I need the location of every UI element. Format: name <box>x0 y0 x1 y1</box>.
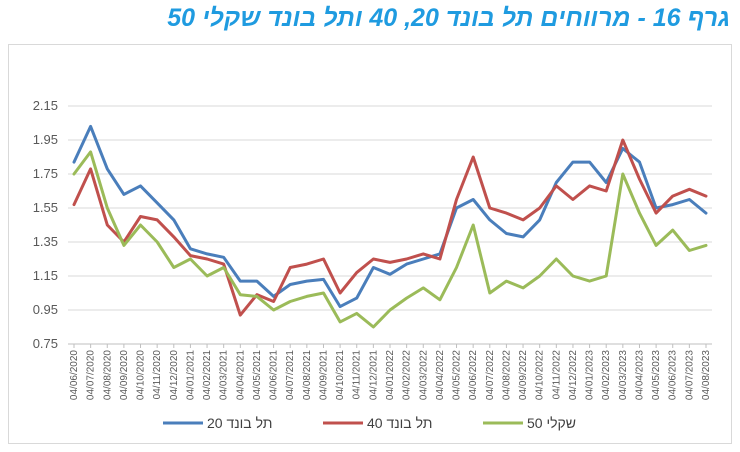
x-tick-label: 04/08/2022 <box>501 350 512 400</box>
y-tick-label: 1.75 <box>33 166 58 181</box>
x-axis: 04/06/2020 04/07/2020 04/08/2020 04/09/2020… <box>69 344 712 400</box>
x-tick-label: 04/08/2020 <box>102 350 113 400</box>
x-tick-label: 04/03/2023 <box>618 350 629 400</box>
x-tick-label: 04/02/2023 <box>601 350 612 400</box>
chart-title: גרף 16 - מרווחים תל בונד 20, 40 ותל בונד… <box>167 4 730 32</box>
x-tick-label: 04/06/2022 <box>468 350 479 400</box>
legend: תל בונד 20 תל בונד 40 שקלי 50 <box>163 415 576 431</box>
x-tick-label: 04/05/2021 <box>252 350 263 400</box>
legend-label-1: תל בונד 20 <box>207 415 272 431</box>
x-tick-label: 04/07/2022 <box>485 350 496 400</box>
y-tick-label: 1.35 <box>33 234 58 249</box>
series-line-2 <box>72 138 708 317</box>
y-tick-label: 1.55 <box>33 200 58 215</box>
x-tick-label: 04/11/2022 <box>551 350 562 400</box>
series-line-3 <box>72 150 708 329</box>
x-tick-label: 04/12/2021 <box>368 350 379 400</box>
x-tick-label: 04/07/2021 <box>285 350 296 400</box>
x-tick-label: 04/01/2021 <box>185 350 196 400</box>
y-tick-label: 1.15 <box>33 268 58 283</box>
x-tick-label: 04/05/2022 <box>452 350 463 400</box>
x-tick-label: 04/02/2022 <box>402 350 413 400</box>
x-tick-label: 04/03/2021 <box>219 350 230 400</box>
y-axis: 0.75 0.95 1.15 1.35 1.55 1.75 1.95 2.15 <box>33 98 58 351</box>
series-lines <box>72 124 708 329</box>
x-tick-label: 04/09/2021 <box>318 350 329 400</box>
x-tick-label: 04/10/2020 <box>136 350 147 400</box>
legend-label-3: שקלי 50 <box>527 415 576 431</box>
x-tick-label: 04/09/2020 <box>119 350 130 400</box>
x-tick-label: 04/01/2022 <box>385 350 396 400</box>
legend-label-2: תל בונד 40 <box>367 415 432 431</box>
y-tick-label: 0.75 <box>33 336 58 351</box>
x-tick-label: 04/06/2023 <box>668 350 679 400</box>
x-tick-label: 04/04/2021 <box>235 350 246 400</box>
x-tick-label: 04/03/2022 <box>418 350 429 400</box>
x-tick-label: 04/05/2023 <box>651 350 662 400</box>
x-tick-label: 04/07/2023 <box>684 350 695 400</box>
x-tick-label: 04/08/2023 <box>701 350 712 400</box>
x-tick-label: 04/09/2022 <box>518 350 529 400</box>
x-tick-label: 04/10/2021 <box>335 350 346 400</box>
x-tick-label: 04/11/2020 <box>152 350 163 400</box>
x-tick-label: 04/04/2023 <box>634 350 645 400</box>
x-tick-label: 04/04/2022 <box>435 350 446 400</box>
x-tick-label: 04/12/2020 <box>169 350 180 400</box>
x-tick-label: 04/07/2020 <box>86 350 97 400</box>
y-tick-label: 1.95 <box>33 132 58 147</box>
x-tick-label: 04/06/2021 <box>269 350 280 400</box>
x-tick-label: 04/11/2021 <box>352 350 363 400</box>
x-tick-label: 04/06/2020 <box>69 350 80 400</box>
chart-frame <box>8 44 732 444</box>
x-tick-label: 04/02/2021 <box>202 350 213 400</box>
x-tick-label: 04/08/2021 <box>302 350 313 400</box>
y-tick-label: 2.15 <box>33 98 58 113</box>
x-tick-label: 04/10/2022 <box>535 350 546 400</box>
x-tick-label: 04/12/2022 <box>568 350 579 400</box>
x-tick-label: 04/01/2023 <box>585 350 596 400</box>
y-tick-label: 0.95 <box>33 302 58 317</box>
series-line-1 <box>72 124 708 309</box>
